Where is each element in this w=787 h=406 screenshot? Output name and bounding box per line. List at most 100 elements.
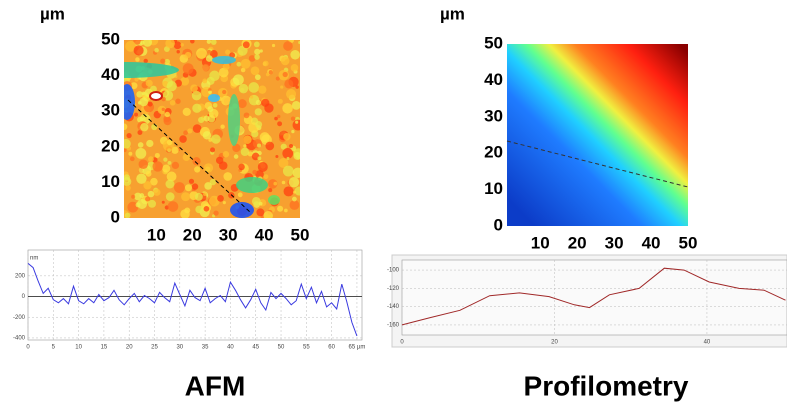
heatmap-cell [137,130,143,135]
plot-area [401,259,787,336]
heatmap-cell [254,48,261,55]
heatmap-cell [160,58,166,64]
heatmap-cell [182,153,191,161]
heatmap-cell [220,124,225,129]
heatmap-cell [256,208,265,217]
heatmap-cell [253,41,260,48]
heatmap-cell [154,47,159,53]
heatmap-cell [181,192,191,202]
heatmap-cell [218,67,229,78]
heatmap-cell [283,186,294,197]
heatmap-cell [140,123,149,132]
heatmap-cell [248,82,260,93]
heatmap-cell [195,205,204,214]
heatmap-cell [268,179,278,189]
y-tick-label: 20 [484,143,503,162]
y-tick-label: -120 [387,286,400,292]
x-tick-label: 10 [75,345,82,351]
heatmap-image [507,44,688,226]
heatmap-cell [206,49,211,54]
x-tick-label: 0 [400,340,404,346]
heatmap-cell [290,49,300,60]
heatmap-cell [293,151,300,160]
unit-label: µm [440,4,465,23]
heatmap-cell [190,84,198,93]
heatmap-cell [203,192,207,197]
x-tick-label: 20 [126,345,133,351]
heatmap-cell [255,120,263,129]
heatmap-cell [133,45,144,56]
heatmap-cell [165,192,175,202]
heatmap-cell [171,161,180,170]
x-tick-label: 65 µm [349,345,366,351]
heatmap-cell [209,178,217,186]
heatmap-cell [274,116,278,121]
x-tick-label: 20 [551,340,558,346]
heatmap-cell [293,190,297,194]
heatmap-cell [164,111,171,118]
heatmap-cell [284,79,294,89]
heatmap-cell [288,143,294,149]
heatmap-feature [236,177,268,193]
heatmap-cell [173,41,182,50]
heatmap-cell [145,79,153,87]
heatmap-cell [135,57,140,62]
heatmap-cell [150,177,158,186]
heatmap-cell [273,181,278,186]
heatmap-feature [228,94,240,146]
heatmap-cell [258,201,263,206]
heatmap-cell [222,89,227,95]
heatmap-cell [209,195,220,207]
heatmap-cell [275,76,280,81]
unit-label: µm [40,4,65,23]
heatmap-cell [125,185,131,191]
heatmap-cell [288,176,300,188]
heatmap-cell [187,128,193,134]
heatmap-cell [131,194,136,199]
heatmap-cell [192,157,201,166]
heatmap-cell [167,160,172,165]
heatmap-cell [130,82,138,90]
heatmap-cell [271,43,276,48]
heatmap-cell [148,199,157,208]
y-tick-label: -400 [13,336,26,342]
heatmap-cell [221,95,232,106]
heatmap-cell [203,163,214,173]
y-tick-label: 30 [484,106,503,125]
heatmap-cell [179,135,187,143]
heatmap-cell [242,41,250,49]
y-tick-label: -140 [387,304,400,310]
heatmap-cell [206,40,212,44]
heatmap-cell [184,184,192,192]
heatmap-cell [192,124,202,133]
heatmap-cell [222,62,230,70]
y-tick-label: 10 [101,172,120,191]
heatmap-cell [204,182,212,190]
heatmap-cell [275,154,279,159]
y-axis-label: nm [30,256,38,262]
heatmap-cell [176,50,180,54]
heatmap-cell [209,70,220,82]
heatmap-cell [257,143,262,148]
x-tick-label: 30 [176,345,183,351]
heatmap-cell [255,99,262,106]
heatmap-cell [139,97,149,107]
x-tick-label: 25 [151,345,158,351]
heatmap-cell [282,148,294,159]
heatmap-cell [180,76,190,86]
heatmap-cell [282,103,293,114]
heatmap-cell [223,172,233,181]
heatmap-cell [182,107,191,117]
heatmap-cell [238,163,245,171]
heatmap-cell [263,174,269,180]
heatmap-cell [265,141,275,151]
heatmap-cell [243,144,247,148]
heatmap-cell [254,74,261,81]
heatmap-cell [165,179,175,189]
heatmap-cell [137,198,147,209]
heatmap-cell [203,115,210,122]
heatmap-cell [280,85,284,89]
heatmap-cell [143,181,152,190]
heatmap-cell [143,40,153,47]
